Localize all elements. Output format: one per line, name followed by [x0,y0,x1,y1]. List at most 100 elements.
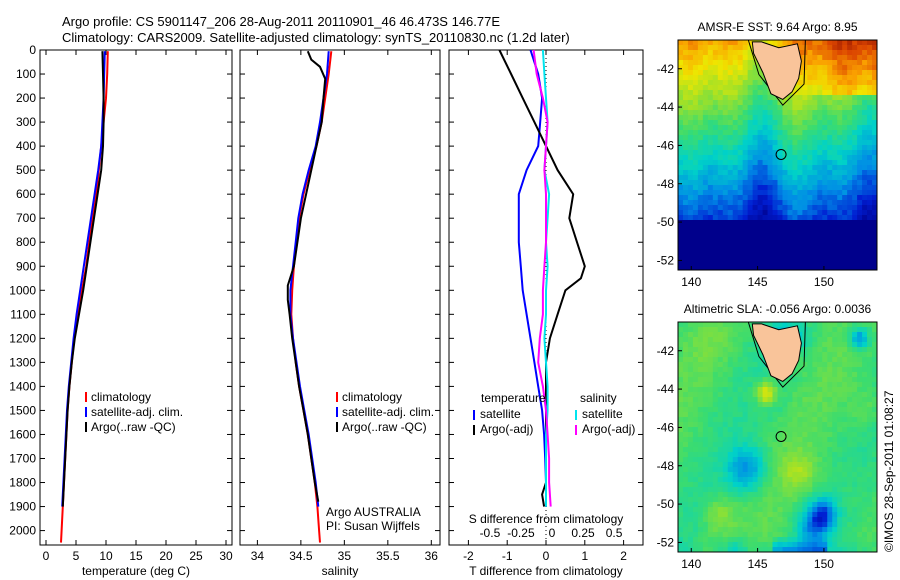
argo-pi-annotation: PI: Susan Wijffels [326,519,420,533]
temperature-profile-frame [39,49,233,546]
sst-map-ytick-label: -44 [657,100,675,114]
salinity-profile-xtick-label: 35 [338,549,352,563]
tasmania-land [751,323,802,382]
salinity-profile-xtick-label: 34.5 [289,549,313,563]
diff-legend-salinity-label: Argo(-adj) [582,422,635,436]
depth-tick-label: 100 [16,67,36,81]
depth-tick-label: 2000 [9,524,36,538]
salinity-profile-xlabel: salinity [322,564,359,578]
temperature-profile-xlabel: temperature (deg C) [82,564,190,578]
sst-map-ytick-label: -48 [657,177,675,191]
difference-profile-xtick-label: 0 [543,549,550,563]
sla-map-xtick-label: 145 [748,557,768,571]
temperature-profile-series-argo-raw-qc- [61,51,105,507]
temperature-profile-xtick-label: 0 [43,549,50,563]
temperature-profile-xtick-label: 15 [129,549,143,563]
depth-tick-label: 0 [29,43,36,57]
argo-profile-marker [775,430,787,442]
depth-tick-label: 1700 [9,451,36,465]
temperature-profile-legend-label: Argo(..raw -QC) [91,420,176,434]
depth-tick-label: 1200 [9,331,36,345]
sst-map-title: AMSR-E SST: 9.64 Argo: 8.95 [697,20,857,34]
sst-map-xtick-label: 140 [681,275,701,289]
temperature-profile-legend-label: satellite-adj. clim. [91,405,183,419]
depth-tick-label: 200 [16,91,36,105]
shelf-contour [747,322,806,388]
difference-profile-xtick-label: -2 [463,549,474,563]
figure-title-line-2: Climatology: CARS2009. Satellite-adjuste… [62,30,570,45]
temperature-profile-xtick-label: 10 [99,549,113,563]
sst-map-ytick-label: -46 [657,138,675,152]
diff-legend-temperature-label: satellite [480,407,521,421]
depth-tick-label: 1600 [9,427,36,441]
depth-tick-label: 600 [16,187,36,201]
imos-credit: ©IMOS 28-Sep-2011 01:08:27 [882,390,896,552]
difference-profile-xtick-label: 2 [620,549,627,563]
depth-tick-label: 800 [16,235,36,249]
temperature-profile-xtick-label: 20 [159,549,173,563]
salinity-diff-tick-label: 0.25 [571,526,595,540]
argo-profile-marker [775,148,787,160]
sst-map-field [678,40,877,270]
salinity-profile-xtick-label: 36 [425,549,439,563]
salinity-profile-frame [239,49,441,546]
sla-map-ytick-label: -52 [657,535,675,549]
salinity-diff-tick-label: -0.25 [507,526,535,540]
diff-legend-salinity-heading: salinity [580,391,617,405]
sla-map-ytick-label: -44 [657,382,675,396]
depth-tick-label: 400 [16,139,36,153]
salinity-diff-xlabel: S difference from climatology [469,512,624,526]
salinity-profile-series-argo-raw-qc- [286,50,327,502]
salinity-diff-tick-label: -0.5 [480,526,501,540]
salinity-profile-legend-label: satellite-adj. clim. [342,405,434,419]
sla-map-xtick-label: 140 [681,557,701,571]
salinity-profile-xtick-label: 35.5 [376,549,400,563]
sla-map-xtick-label: 150 [814,557,834,571]
depth-tick-label: 1500 [9,403,36,417]
depth-tick-label: 1300 [9,355,36,369]
temperature-profile-xtick-label: 25 [189,549,203,563]
salinity-profile-panel: 34 34.5 35 35.5 36 salinity climatologysatelli… [239,49,441,578]
salinity-profile-legend-label: climatology [342,390,402,404]
sla-map-frame [677,321,878,553]
sla-map-ytick-label: -50 [657,497,675,511]
diff-legend-temperature-heading: temperature [481,391,546,405]
shelf-contour [747,40,806,106]
depth-tick-label: 1100 [10,307,36,321]
difference-profile-xlabel: T difference from climatology [469,564,623,578]
sst-map-ytick-label: -42 [657,62,675,76]
figure-title-line-1: Argo profile: CS 5901147_206 28-Aug-2011… [62,14,501,29]
sst-map-ytick-label: -50 [657,215,675,229]
depth-tick-label: 1900 [9,500,36,514]
sst-map-xtick-label: 145 [748,275,768,289]
sla-map-ytick-label: -46 [657,420,675,434]
temperature-profile-panel: 0 5 10 15 20 25 30 temperature (deg C) 0 100 200 30… [9,43,233,578]
depth-tick-label: 500 [16,163,36,177]
salinity-diff-tick-label: 0 [549,526,556,540]
difference-profile-series-argo-adj-salinity- [532,49,552,507]
sst-map-xtick-label: 150 [814,275,834,289]
depth-tick-label: 1400 [9,379,36,393]
tasmania-land [751,41,802,100]
sla-map-ytick-label: -42 [657,344,675,358]
diff-legend-temperature-label: Argo(-adj) [480,422,533,436]
sst-map-frame [677,39,878,271]
depth-tick-label: 700 [16,211,36,225]
temperature-profile-xtick-label: 5 [73,549,80,563]
sla-map-ytick-label: -48 [657,459,675,473]
difference-profile-panel: -2 -1 0 1 2T difference from climatology -0.5… [448,49,644,578]
diff-legend-salinity-label: satellite [582,407,623,421]
argo-pi-annotation: Argo AUSTRALIA [326,505,421,519]
depth-tick-label: 300 [16,115,36,129]
difference-profile-series-satellite [517,49,547,507]
difference-profile-xtick-label: 1 [581,549,588,563]
depth-tick-label: 900 [16,259,36,273]
sla-map-title: Altimetric SLA: -0.056 Argo: 0.0036 [684,302,872,316]
sla-map-field [678,322,877,552]
temperature-profile-legend-label: climatology [91,390,151,404]
salinity-profile-legend-label: Argo(..raw -QC) [342,420,427,434]
salinity-profile-xtick-label: 34 [251,549,265,563]
sst-map-ytick-label: -52 [657,253,675,267]
sla-map-panel: 140 145 150 -42 -44 -46 -48 -50 -52 Altimetric SL… [657,302,878,571]
